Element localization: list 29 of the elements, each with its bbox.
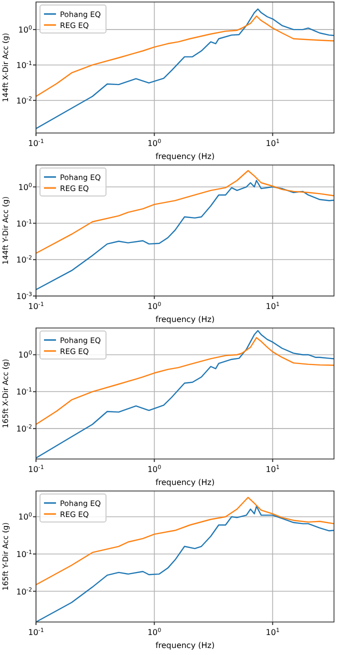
x-axis-title: frequency (Hz): [155, 478, 215, 487]
y-tick-label: 10$^{-2}$: [16, 95, 32, 106]
x-tick-label: 10$^{-1}$: [28, 138, 44, 148]
x-tick-label: 10$^{0}$: [147, 464, 162, 474]
x-tick-label: 10$^{1}$: [266, 464, 280, 474]
y-tick-label: 10$^{-1}$: [16, 60, 32, 70]
y-tick-label: 10$^{0}$: [18, 350, 32, 360]
x-tick-label: 10$^{-1}$: [28, 301, 44, 311]
x-tick-label: 10$^{0}$: [147, 301, 162, 311]
y-tick-label: 10$^{0}$: [18, 182, 32, 192]
y-tick-label: 10$^{0}$: [18, 512, 32, 522]
x-tick-label: 10$^{-1}$: [28, 464, 44, 474]
x-axis-title: frequency (Hz): [155, 315, 215, 324]
x-axis-title: frequency (Hz): [155, 152, 215, 161]
x-tick-label: 10$^{1}$: [266, 301, 280, 311]
x-axis-title: frequency (Hz): [155, 641, 215, 650]
y-tick-label: 10$^{-1}$: [16, 549, 32, 560]
y-tick-label: 10$^{-1}$: [16, 386, 32, 397]
x-tick-label: 10$^{1}$: [266, 627, 280, 637]
y-tick-label: 10$^{-2}$: [16, 424, 32, 434]
y-tick-label: 10$^{-2}$: [16, 254, 32, 265]
y-tick-label: 10$^{-3}$: [16, 291, 32, 301]
x-tick-label: 10$^{0}$: [147, 627, 162, 637]
y-tick-label: 10$^{-2}$: [16, 586, 32, 596]
x-tick-label: 10$^{1}$: [266, 138, 280, 148]
y-tick-label: 10$^{-1}$: [16, 218, 32, 228]
x-tick-label: 10$^{0}$: [147, 138, 162, 148]
x-tick-label: 10$^{-1}$: [28, 627, 44, 637]
y-tick-label: 10$^{0}$: [18, 24, 32, 35]
